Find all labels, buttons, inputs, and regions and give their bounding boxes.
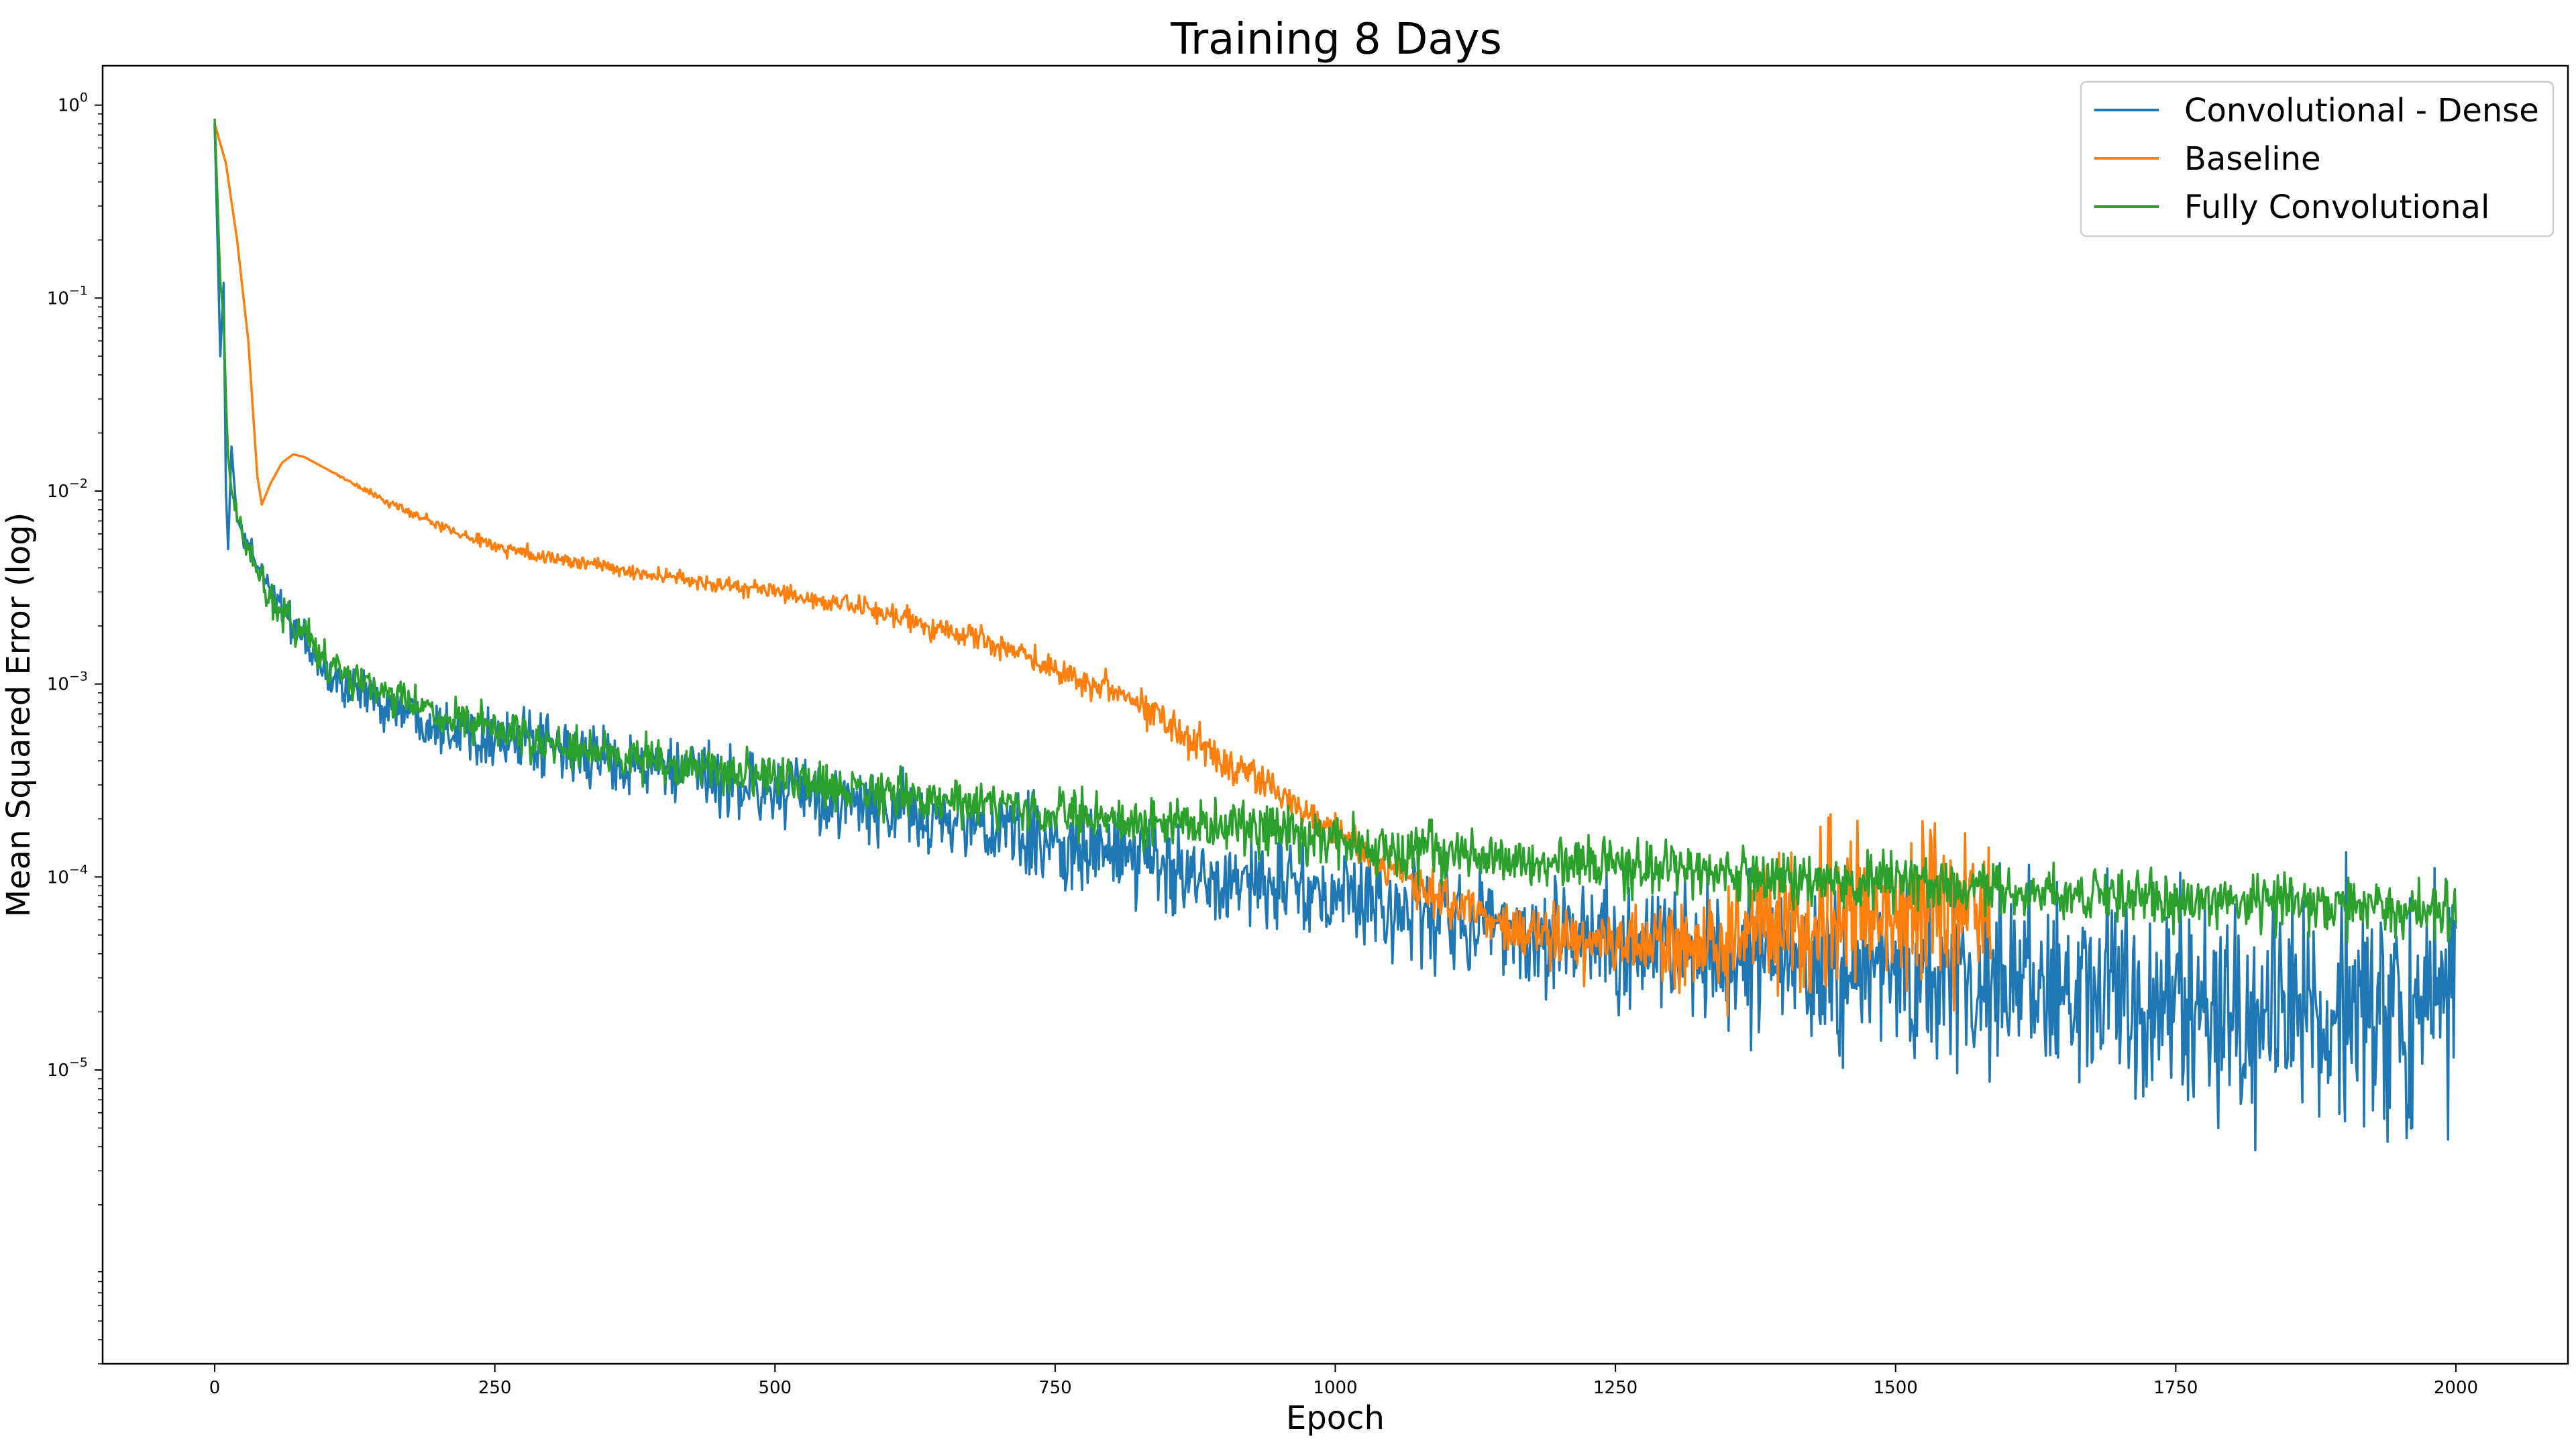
x-tick-label: 1500: [1874, 1378, 1918, 1398]
y-tick-label: 10−3: [47, 669, 88, 695]
y-axis-label: Mean Squared Error (log): [0, 513, 38, 918]
y-tick-label: 10−5: [47, 1055, 88, 1081]
x-axis: 0 250 500 750 1000 1250 1500 1750 2000: [209, 1364, 2478, 1398]
legend-label: Convolutional - Dense: [2184, 92, 2539, 129]
y-tick-label: 10−4: [47, 862, 88, 888]
legend: Convolutional - Dense Baseline Fully Convo…: [2080, 80, 2555, 237]
x-tick-label: 1750: [2153, 1378, 2198, 1398]
chart-title: Training 8 Days: [1170, 15, 1502, 64]
legend-label: Baseline: [2184, 140, 2321, 178]
x-tick-label: 1250: [1593, 1378, 1638, 1398]
x-tick-label: 1000: [1313, 1378, 1357, 1398]
y-tick-label: 100: [58, 91, 88, 116]
series-line-fully-convolutional: [213, 118, 2457, 943]
x-tick-label: 2000: [2434, 1378, 2478, 1398]
legend-box: [2080, 80, 2555, 237]
legend-label: Fully Convolutional: [2184, 189, 2489, 226]
y-axis: 100 10−1 10−2 10−3 10−4 10−5: [47, 91, 103, 1364]
plot-frame: [101, 64, 2569, 1365]
y-tick-label: 10−1: [47, 283, 88, 309]
plot-area: [213, 118, 2457, 1152]
y-tick-label: 10−2: [47, 476, 88, 502]
series-line-baseline: [213, 123, 1992, 1018]
x-tick-label: 500: [758, 1378, 792, 1398]
x-tick-label: 750: [1038, 1378, 1072, 1398]
x-axis-label: Epoch: [1286, 1399, 1385, 1437]
x-tick-label: 250: [478, 1378, 512, 1398]
x-tick-label: 0: [209, 1378, 221, 1398]
